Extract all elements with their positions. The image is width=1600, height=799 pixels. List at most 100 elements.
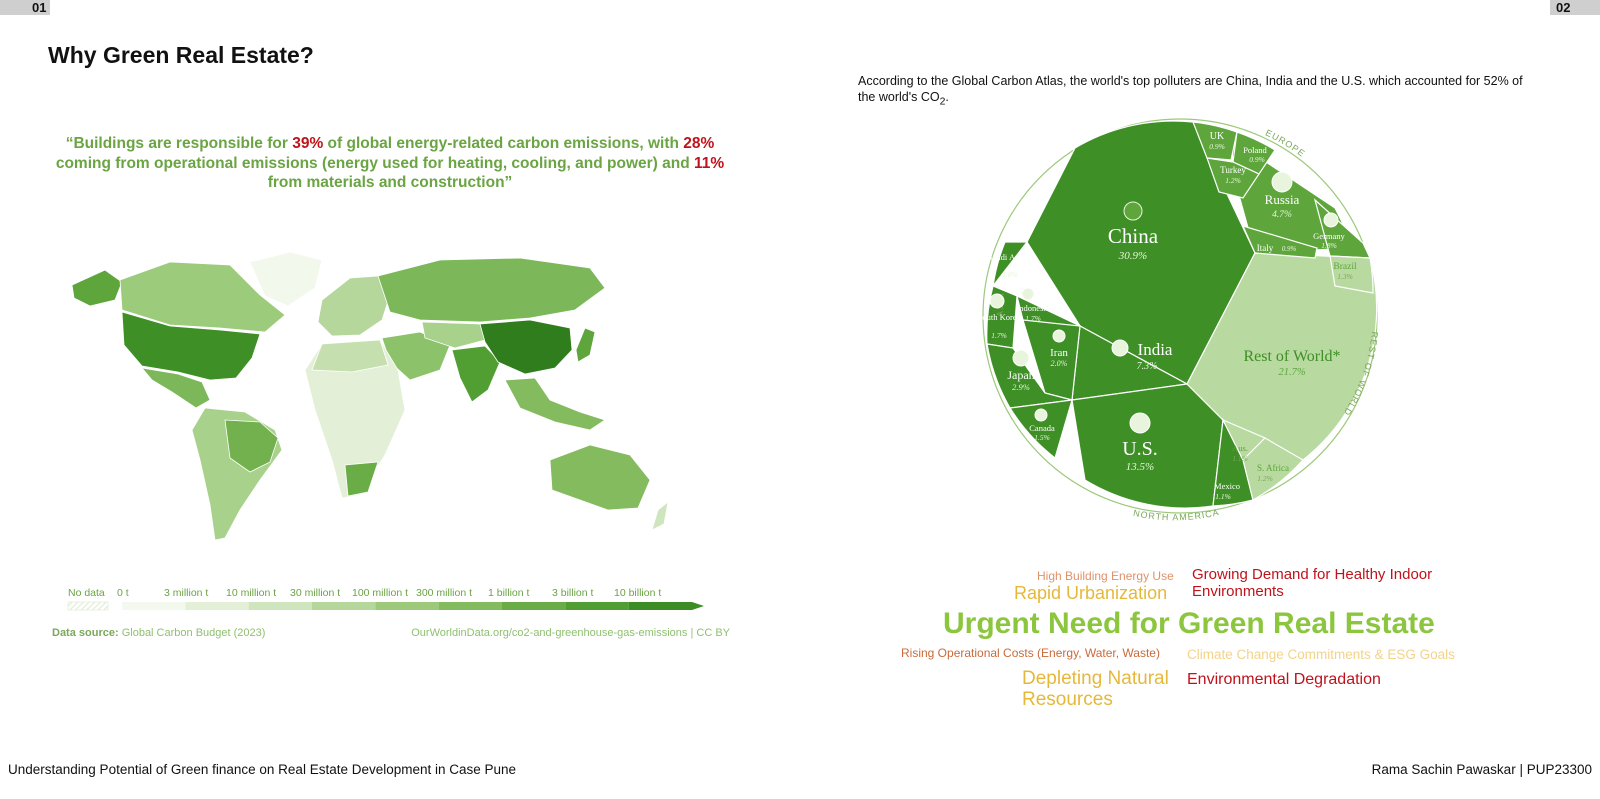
- label-rest-of-world: Rest of World*: [1243, 348, 1340, 365]
- south-korea-flag-icon: [989, 293, 1005, 309]
- value-south-korea: 1.7%: [991, 331, 1007, 340]
- quote-highlight: 39%: [292, 135, 324, 152]
- label-china: China: [1108, 224, 1159, 248]
- quote-text: of global energy-related carbon emission…: [323, 135, 684, 152]
- word-healthy-indoor: Growing Demand for Healthy Indoor Enviro…: [1192, 566, 1433, 600]
- value-aus: 1.1%: [1232, 454, 1248, 463]
- legend-arrow: [692, 602, 704, 610]
- value-italy: 0.9%: [1282, 245, 1297, 253]
- page-title: Why Green Real Estate?: [48, 42, 314, 68]
- value-uk: 0.9%: [1209, 142, 1225, 151]
- map-region-canada: [119, 261, 286, 333]
- label-japan: Japan: [1007, 368, 1034, 382]
- world-emissions-map: [71, 251, 669, 541]
- word-healthy-indoor-line2: Environments: [1192, 582, 1284, 600]
- intro-body: According to the Global Carbon Atlas, th…: [858, 74, 1523, 104]
- value-japan: 2.9%: [1012, 382, 1030, 392]
- cell-uk: [1192, 121, 1238, 161]
- label-italy: Italy: [1257, 243, 1274, 253]
- cell-canada: [1008, 399, 1073, 460]
- map-region-europe: [317, 275, 391, 337]
- legend-swatch: [502, 602, 566, 610]
- map-region-china: [479, 319, 573, 375]
- legend-label: 100 million t: [352, 587, 408, 599]
- label-mexico: Mexico: [1214, 481, 1240, 491]
- legend-label: 10 billion t: [614, 587, 661, 599]
- value-mexico: 1.1%: [1215, 492, 1231, 501]
- label-germany: Germany: [1313, 231, 1345, 241]
- legend-label: 1 billion t: [488, 587, 530, 599]
- word-high-building-energy-use: High Building Energy Use: [1037, 569, 1174, 583]
- value-indonesia: 1.7%: [1025, 314, 1041, 323]
- legend-label: 300 million t: [416, 587, 472, 599]
- footer-left: Understanding Potential of Green finance…: [8, 762, 517, 777]
- legend-label: 3 billion t: [552, 587, 594, 599]
- label-canada: Canada: [1029, 423, 1055, 433]
- china-flag-icon: [1123, 201, 1143, 221]
- legend-swatch: [185, 602, 249, 610]
- legend-swatch: [565, 602, 629, 610]
- page-number-left: 01: [0, 0, 50, 15]
- word-depleting-line2: Resources: [1022, 688, 1113, 710]
- word-rising-costs: Rising Operational Costs (Energy, Water,…: [901, 646, 1160, 660]
- value-turkey: 1.2%: [1225, 176, 1241, 185]
- source-url: OurWorldinData.org/co2-and-greenhouse-ga…: [411, 627, 730, 639]
- label-iran: Iran: [1050, 347, 1068, 359]
- canada-flag-icon: [1034, 408, 1048, 422]
- legend-swatch: [248, 602, 312, 610]
- quote-text: coming from operational emissions (energ…: [55, 154, 694, 172]
- word-environmental-degradation: Environmental Degradation: [1187, 671, 1381, 688]
- value-canada: 1.5%: [1034, 433, 1050, 442]
- quote-highlight: 11%: [694, 154, 725, 172]
- map-legend: No data 0 t 3 million t 10 million t 30 …: [67, 587, 704, 611]
- legend-swatch: [312, 602, 376, 610]
- data-source: Data source: Global Carbon Budget (2023): [52, 627, 265, 639]
- map-region-india: [451, 345, 501, 403]
- cell-saudi-arabia: [992, 241, 1029, 289]
- value-brazil: 1.3%: [1337, 272, 1353, 281]
- cell-japan: [986, 343, 1073, 409]
- iran-flag-icon: [1052, 329, 1066, 343]
- word-healthy-indoor-line1: Growing Demand for Healthy Indoor: [1192, 566, 1433, 583]
- map-region-russia: [377, 257, 606, 323]
- map-region-south-africa: [344, 461, 379, 497]
- intro-text: According to the Global Carbon Atlas, th…: [858, 73, 1538, 111]
- word-depleting-resources: Depleting Natural Resources: [1022, 668, 1169, 711]
- map-region-africa: [304, 339, 406, 499]
- map-region-usa: [121, 311, 261, 381]
- value-rest-of-world: 21.7%: [1278, 367, 1305, 378]
- value-germany: 1.8%: [1321, 241, 1337, 250]
- legend-swatch: [375, 602, 439, 610]
- word-climate-commitments: Climate Change Commitments & ESG Goals: [1187, 647, 1455, 662]
- co2-voronoi-diagram: ASIA EUROPE REST OF WORLD NORTH AMERICA …: [978, 118, 1379, 522]
- label-south-korea: South Korea: [978, 312, 1021, 322]
- legend-label: No data: [68, 587, 105, 599]
- value-iran: 2.0%: [1051, 359, 1068, 368]
- legend-label: 30 million t: [290, 587, 340, 599]
- value-us: 13.5%: [1126, 461, 1154, 473]
- map-region-north-africa: [311, 339, 389, 373]
- map-region-central-asia: [421, 321, 486, 349]
- russia-flag-icon: [1271, 171, 1293, 193]
- intro-end: .: [945, 90, 949, 104]
- label-poland: Poland: [1243, 145, 1267, 155]
- cell-s-africa: [1242, 437, 1304, 501]
- page-number-right: 02: [1550, 0, 1600, 15]
- us-flag-icon: [1129, 412, 1151, 434]
- region-label-north-america: NORTH AMERICA: [1132, 507, 1220, 522]
- label-india: India: [1138, 340, 1173, 359]
- japan-flag-icon: [1012, 349, 1030, 367]
- footer-right: Rama Sachin Pawaskar | PUP23300: [1371, 762, 1592, 777]
- label-uk: UK: [1210, 131, 1225, 142]
- data-source-value: Global Carbon Budget (2023): [121, 627, 266, 639]
- map-region-greenland: [249, 251, 323, 307]
- value-s-africa: 1.2%: [1257, 474, 1273, 483]
- map-region-alaska: [71, 269, 123, 307]
- legend-label: 0 t: [117, 587, 129, 599]
- label-saudi-arabia: Saudi Arabia: [988, 252, 1032, 262]
- value-china: 30.9%: [1118, 250, 1147, 262]
- indonesia-flag-icon: [1021, 287, 1035, 301]
- value-russia: 4.7%: [1272, 210, 1292, 220]
- cell-turkey: [1206, 157, 1260, 199]
- cell-brazil: [1329, 255, 1374, 294]
